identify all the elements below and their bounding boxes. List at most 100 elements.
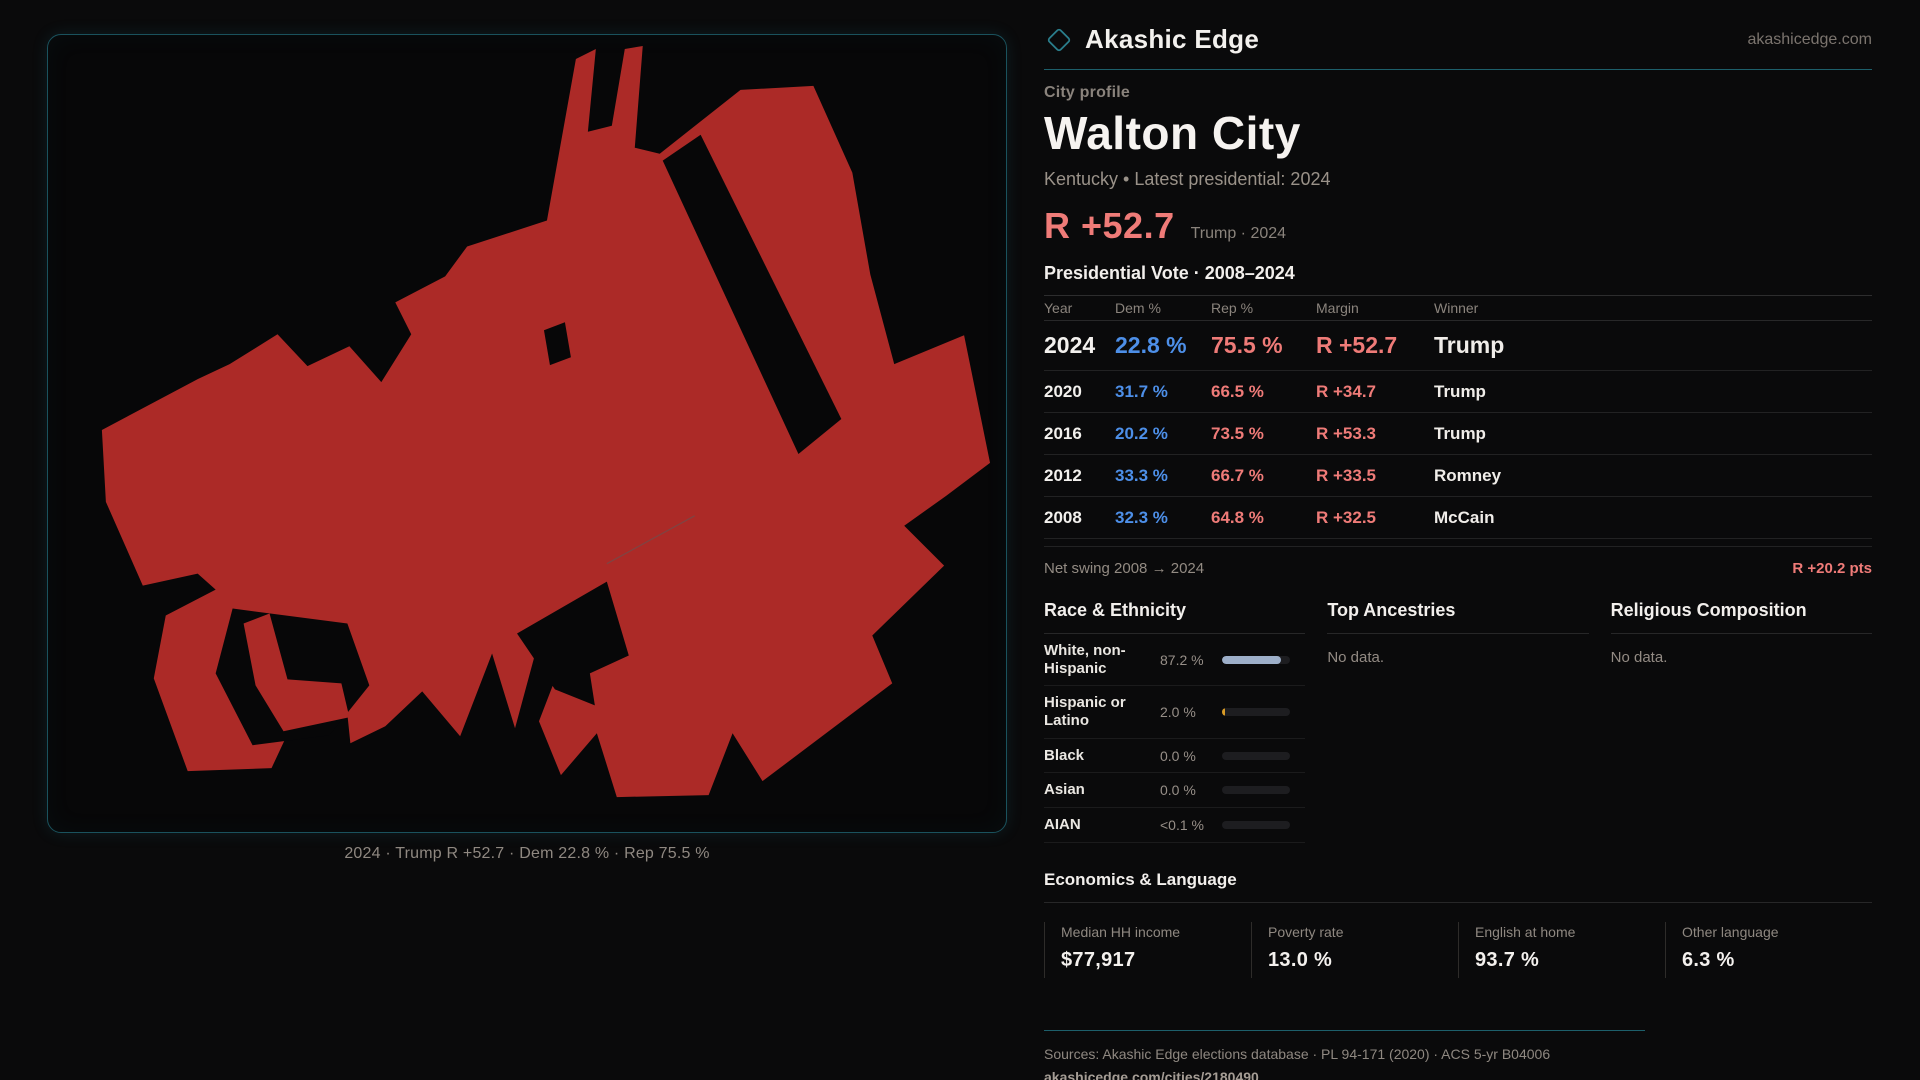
race-bar [1222,820,1290,829]
col-margin: Margin [1316,300,1359,316]
map-hole-arrow [517,581,629,706]
race-bar [1222,655,1290,664]
page-title: Walton City [1044,107,1301,159]
stat-card-income: Median HH income $77,917 [1044,921,1251,978]
cell-dem: 32.3 % [1115,507,1168,527]
economics-section: Economics & Language Median HH income $7… [1044,870,1872,978]
race-row-aian: AIAN <0.1 % [1044,808,1306,843]
ancestries-empty-state: No data. [1327,649,1385,666]
race-heading: Race & Ethnicity [1044,600,1306,634]
cell-margin: R +34.7 [1316,381,1377,401]
race-value: 2.0 % [1160,704,1196,721]
brand: Akashic Edge [1044,24,1259,55]
race-label: White, non-Hispanic [1044,642,1126,677]
race-label: Black [1044,746,1085,764]
race-row-asian: Asian 0.0 % [1044,773,1306,809]
stat-grid: Median HH income $77,917 Poverty rate 13… [1044,921,1872,978]
city-boundary-shape [101,45,991,798]
stat-label: English at home [1475,923,1576,940]
vote-table-title: Presidential Vote · 2008–2024 [1044,263,1295,283]
map-hole-parallelogram [543,322,571,366]
margin-note: Trump · 2024 [1190,225,1287,242]
cell-rep: 64.8 % [1211,507,1264,527]
stat-label: Other language [1682,923,1779,940]
vote-table: Year Dem % Rep % Margin Winner 2024 22.8… [1044,295,1872,577]
net-swing-value: R +20.2 pts [1792,560,1872,577]
city-profile-panel: Akashic Edge akashicedge.com City profil… [1044,24,1872,1080]
table-row-2020: 2020 31.7 % 66.5 % R +34.7 Trump [1044,371,1872,413]
brand-name: Akashic Edge [1085,24,1260,54]
race-row-hispanic: Hispanic or Latino 2.0 % [1044,686,1306,739]
col-year: Year [1044,300,1073,316]
cell-winner: Romney [1434,465,1502,485]
stat-card-poverty: Poverty rate 13.0 % [1251,921,1458,978]
map-hole-channel [662,134,842,454]
race-ethnicity-column: Race & Ethnicity White, non-Hispanic 87.… [1044,600,1306,843]
cell-year: 2016 [1044,423,1082,443]
top-ancestries-column: Top Ancestries No data. [1327,600,1589,843]
race-value: <0.1 % [1160,816,1204,833]
map-caption: 2024 · Trump R +52.7 · Dem 22.8 % · Rep … [344,845,710,862]
net-swing-label: Net swing 2008 → 2024 [1044,560,1205,577]
divider [1044,546,1872,547]
table-row-2024: 2024 22.8 % 75.5 % R +52.7 Trump [1044,321,1872,371]
table-row-2012: 2012 33.3 % 66.7 % R +33.5 Romney [1044,455,1872,497]
map-panel [47,34,1007,833]
margin-callout: R +52.7 Trump · 2024 [1044,205,1872,247]
margin-value: R +52.7 [1044,205,1175,246]
stat-value: 93.7 % [1475,948,1540,971]
ancestries-heading: Top Ancestries [1327,600,1589,634]
cell-year: 2020 [1044,381,1082,401]
race-row-black: Black 0.0 % [1044,739,1306,774]
map-hook [243,613,350,732]
cell-winner: Trump [1434,423,1486,443]
stat-value: $77,917 [1061,948,1136,971]
city-profile-label: City profile [1044,84,1130,101]
cell-dem: 33.3 % [1115,465,1168,485]
stat-card-english: English at home 93.7 % [1458,921,1665,978]
header: Akashic Edge akashicedge.com [1044,24,1872,70]
demographics-section: Race & Ethnicity White, non-Hispanic 87.… [1044,600,1872,843]
race-row-white: White, non-Hispanic 87.2 % [1044,634,1306,687]
race-value: 87.2 % [1160,651,1204,668]
race-label: AIAN [1044,816,1081,834]
cell-year: 2024 [1044,332,1096,358]
stat-card-other-language: Other language 6.3 % [1665,921,1872,978]
col-winner: Winner [1434,300,1479,316]
col-rep: Rep % [1211,300,1254,316]
cell-dem: 31.7 % [1115,381,1168,401]
race-bar [1222,751,1290,760]
cell-rep: 66.7 % [1211,465,1264,485]
race-label: Asian [1044,781,1085,799]
table-row-2016: 2016 20.2 % 73.5 % R +53.3 Trump [1044,413,1872,455]
map-section: 2024 · Trump R +52.7 · Dem 22.8 % · Rep … [47,34,1007,863]
race-value: 0.0 % [1160,747,1196,764]
net-swing-row: Net swing 2008 → 2024 R +20.2 pts [1044,547,1872,577]
cell-dem: 20.2 % [1115,423,1168,443]
cell-rep: 66.5 % [1211,381,1264,401]
cell-margin: R +32.5 [1316,507,1377,527]
stat-label: Median HH income [1061,923,1181,940]
cell-year: 2012 [1044,465,1082,485]
stat-label: Poverty rate [1268,923,1344,940]
race-label: Hispanic or Latino [1044,694,1126,730]
cell-winner: McCain [1434,507,1495,527]
col-dem: Dem % [1115,300,1161,316]
cell-margin: R +52.7 [1316,332,1398,358]
cell-margin: R +33.5 [1316,465,1377,485]
cell-winner: Trump [1434,381,1486,401]
site-link[interactable]: akashicedge.com [1747,30,1872,48]
religion-heading: Religious Composition [1610,600,1872,634]
race-value: 0.0 % [1160,782,1196,799]
race-bar [1222,708,1290,717]
sources-line: Sources: Akashic Edge elections database… [1044,1045,1551,1062]
city-boundary-map [101,45,991,798]
race-bar [1222,786,1290,795]
vote-table-header: Year Dem % Rep % Margin Winner [1044,295,1872,321]
permalink[interactable]: akashicedge.com/cities/2180490 [1044,1068,1259,1080]
cell-dem: 22.8 % [1115,332,1187,358]
footer-divider [1044,1029,1645,1031]
table-row-2008: 2008 32.3 % 64.8 % R +32.5 McCain [1044,497,1872,539]
footer: Sources: Akashic Edge elections database… [1044,1029,1872,1080]
